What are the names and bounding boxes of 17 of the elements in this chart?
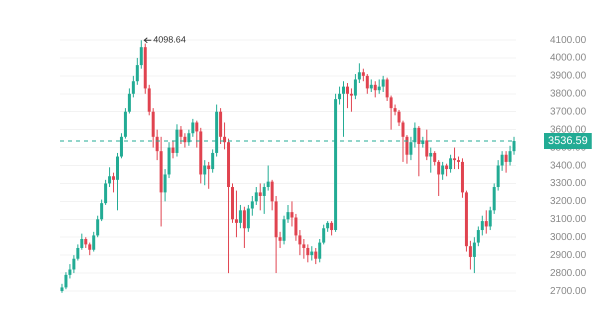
- candlestick: [234, 190, 238, 238]
- y-tick-label: 3000.00: [550, 232, 587, 243]
- y-tick-label: 3400.00: [550, 160, 587, 172]
- y-tick-label: 3700.00: [550, 106, 587, 118]
- y-tick-label: 2900.00: [550, 250, 587, 261]
- annotation: 4098.64: [153, 34, 186, 45]
- ref-line-label: 3536.59: [548, 135, 588, 148]
- y-tick-label: 4000.00: [550, 52, 587, 64]
- y-tick-label: 3300.00: [550, 178, 587, 190]
- y-tick-label: 4100.00: [550, 34, 587, 46]
- y-tick-label: 2800.00: [550, 268, 587, 279]
- y-tick-label: 2700.00: [550, 286, 587, 297]
- y-tick-label: 3900.00: [550, 70, 587, 82]
- y-tick-label: 3600.00: [550, 124, 587, 136]
- y-tick-label: 3100.00: [550, 214, 587, 226]
- y-tick-label: 3200.00: [550, 196, 587, 208]
- y-tick-label: 3800.00: [550, 88, 587, 100]
